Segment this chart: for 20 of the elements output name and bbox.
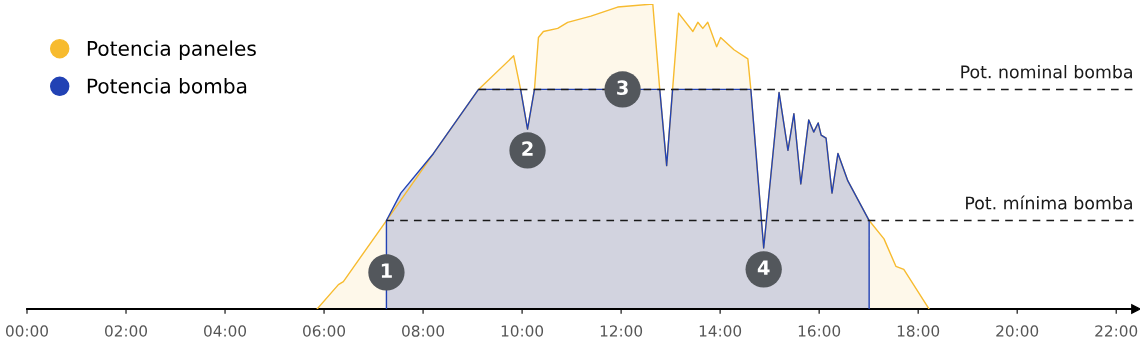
ref-line-label: Pot. nominal bomba — [961, 64, 1132, 79]
x-tick-label: 00:00 — [5, 325, 48, 337]
x-tick-label: 18:00 — [897, 325, 940, 337]
x-tick-label: 20:00 — [996, 325, 1039, 337]
legend-label: Potencia bomba — [87, 78, 247, 94]
legend-label: Potencia paneles — [87, 40, 256, 60]
annotation: 3 — [617, 80, 628, 96]
x-tick-label: 04:00 — [204, 325, 247, 337]
annotation: 1 — [381, 263, 392, 278]
x-tick-label: 14:00 — [699, 325, 742, 337]
x-tick-label: 22:00 — [1095, 325, 1138, 337]
x-tick-label: 02:00 — [105, 325, 148, 337]
x-tick-label: 16:00 — [798, 325, 841, 337]
annotation: 2 — [522, 141, 533, 156]
ref-line-label: Pot. mínima bomba — [966, 195, 1132, 210]
annotation: 4 — [757, 260, 770, 275]
x-tick-label: 12:00 — [600, 325, 643, 337]
x-tick-label: 10:00 — [501, 325, 544, 337]
x-tick-label: 06:00 — [303, 325, 346, 337]
x-tick-label: 08:00 — [402, 325, 445, 337]
